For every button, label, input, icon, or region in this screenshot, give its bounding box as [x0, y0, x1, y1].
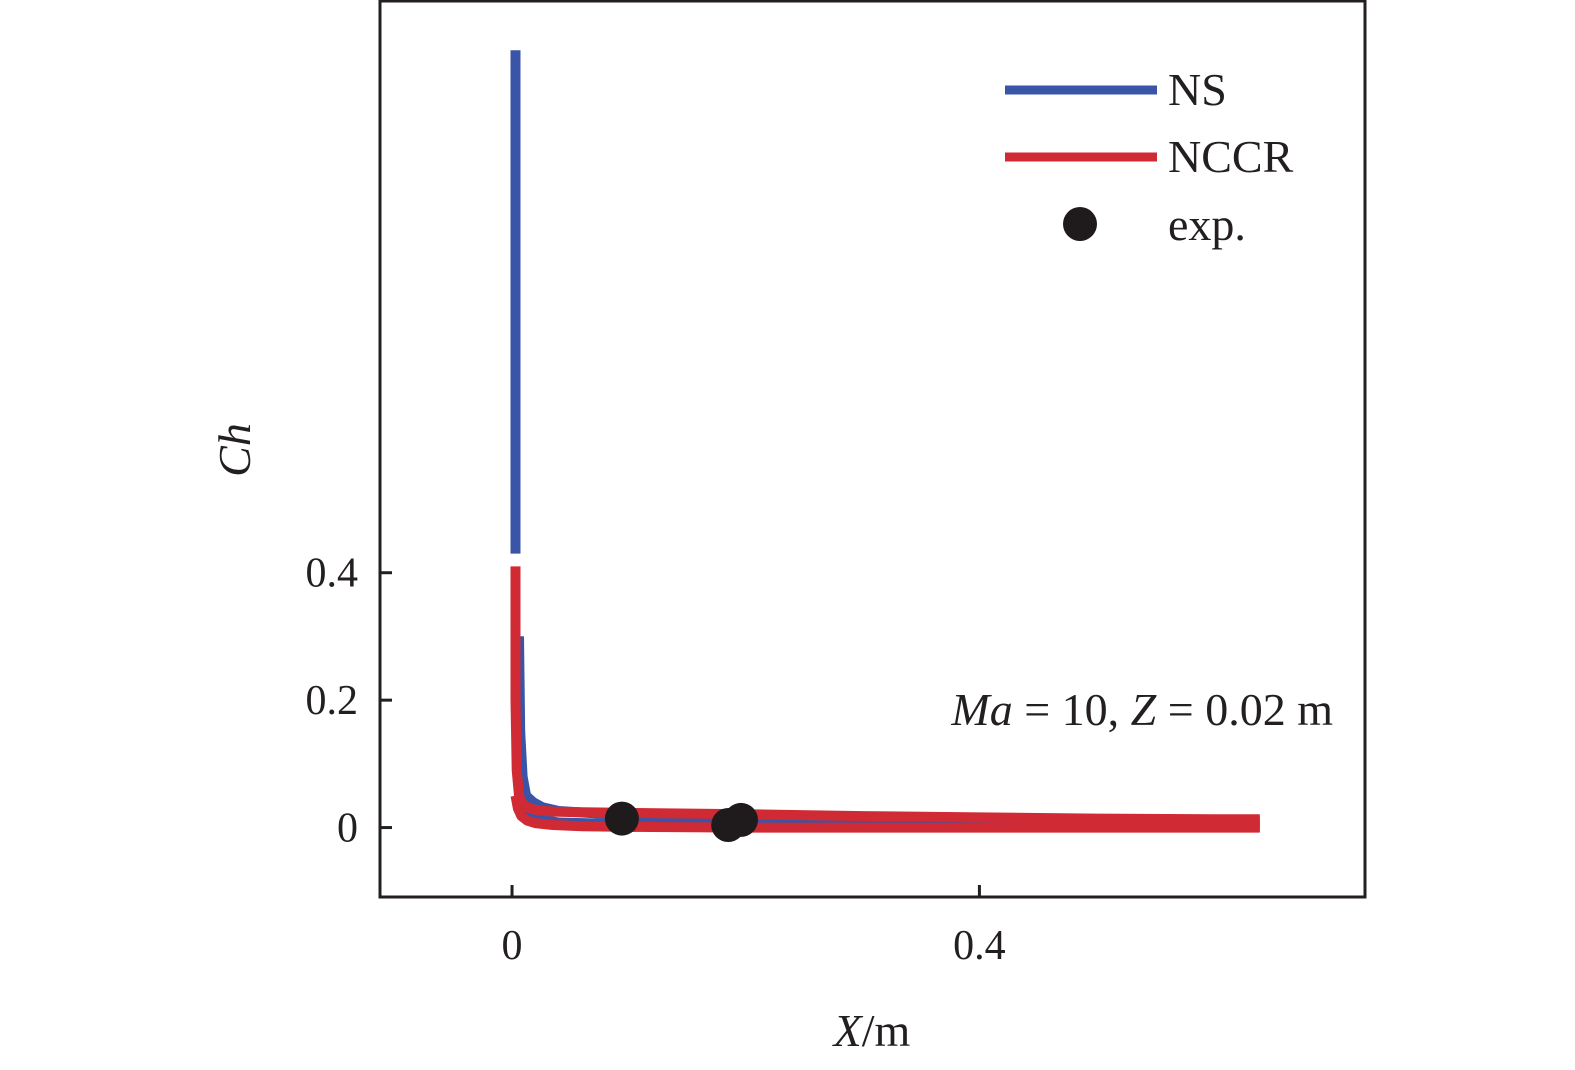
x-axis-label: X/m: [832, 1005, 911, 1056]
legend-marker-exp: [1063, 207, 1097, 241]
y-axis-label: Ch: [209, 423, 260, 477]
x-tick-label: 0: [502, 923, 523, 969]
legend-label-nccr: NCCR: [1168, 131, 1294, 182]
y-tick-label: 0.2: [306, 678, 359, 724]
legend-label-ns: NS: [1168, 64, 1227, 115]
y-tick-label: 0.4: [306, 551, 359, 597]
legend-label-exp: exp.: [1168, 199, 1246, 250]
exp-data-point: [724, 802, 758, 837]
series-layer: [510, 50, 1260, 842]
annotation-conditions: Ma = 10, Z = 0.02 m: [950, 684, 1333, 735]
plot-border: [378, 0, 1367, 899]
legend: NS NCCR exp.: [1005, 64, 1294, 250]
series-nccr-curve-1: [510, 566, 1260, 825]
plot-frame: [378, 0, 1367, 899]
exp-data-point: [604, 801, 639, 836]
series-nccr-curve-2: [510, 794, 1260, 833]
axis-ticks: 0 0.4 0 0.2 0.4: [306, 551, 1006, 969]
y-tick-label: 0: [337, 806, 358, 852]
x-tick-label: 0.4: [953, 923, 1006, 969]
